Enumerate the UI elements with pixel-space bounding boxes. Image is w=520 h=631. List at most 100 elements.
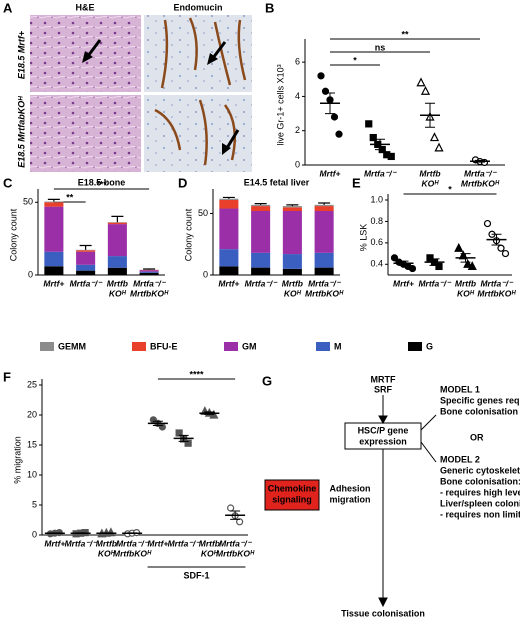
y-tick-label: 0	[32, 529, 37, 539]
data-point	[463, 258, 473, 268]
column-title: Endomucin	[174, 2, 223, 12]
data-point	[454, 242, 464, 252]
x-tick-label: MrtfbKOᴴ	[216, 548, 255, 558]
y-tick-label: 0.4	[370, 259, 383, 269]
diagram-text: Adhesion	[329, 483, 370, 493]
significance-label: **	[66, 192, 74, 202]
arrow-heads	[82, 51, 231, 155]
diagram-text: OR	[470, 432, 484, 442]
y-tick-label: 25	[27, 379, 37, 389]
significance-label: *	[353, 55, 357, 65]
bar-segment	[251, 252, 271, 268]
bar-segment	[76, 270, 96, 275]
legend-label: GM	[242, 341, 257, 351]
sem-bar	[178, 434, 189, 442]
error-bar	[254, 203, 267, 205]
bar-segment	[76, 251, 96, 265]
x-tick-label: Mrtfb	[199, 538, 220, 548]
data-point	[387, 152, 395, 161]
y-tick-label: 2	[295, 125, 300, 135]
sem-bar	[152, 420, 163, 426]
group-label: SDF-1	[183, 570, 209, 580]
sem-bar	[75, 532, 86, 534]
bar-segment	[314, 267, 334, 275]
bar-segment	[282, 268, 302, 275]
row-label: E18.5 Mrtf+	[16, 30, 26, 79]
x-tick-label: Mrtfa⁻/⁻	[168, 538, 202, 548]
x-tick-label: Mrtf+	[393, 278, 414, 288]
y-axis-label: live Gr-1+ cells X10³	[275, 64, 285, 145]
y-tick-label: 5	[32, 499, 37, 509]
diagram-text: G	[262, 373, 272, 388]
y-tick-label: 0	[203, 269, 208, 279]
bar-segment	[44, 206, 64, 252]
data-point	[434, 142, 444, 152]
data-point	[426, 254, 434, 262]
bar-segment	[44, 202, 64, 207]
bar-segment	[314, 206, 334, 211]
x-tick-label: KOᴴ	[201, 548, 219, 558]
sem-bar	[325, 92, 335, 115]
bar-segment	[107, 267, 127, 275]
error-bar	[286, 204, 299, 207]
x-tick-label: Mrtfa⁻/⁻	[116, 538, 150, 548]
legend-swatch	[132, 342, 146, 351]
diagram-text: Chemokine	[268, 483, 317, 493]
x-tick-label: MrtfbKOᴴ	[305, 288, 344, 298]
sem-bar	[230, 510, 241, 520]
bar-segment	[219, 249, 239, 267]
error-bar	[143, 268, 156, 270]
error-bar	[47, 198, 60, 202]
legend-label: M	[334, 341, 342, 351]
sem-bar	[127, 532, 138, 534]
column-title: H&E	[75, 2, 94, 12]
x-tick-label: Mrtf+	[218, 278, 239, 288]
panel-letter: D	[178, 175, 187, 190]
bar-segment	[251, 267, 271, 275]
data-point	[330, 113, 339, 121]
x-tick-label: Mrtfa⁻/⁻	[308, 278, 342, 288]
legend-swatch	[316, 342, 330, 351]
x-tick-label: MrtfbKOᴴ	[130, 288, 169, 298]
significance-label: ns	[375, 42, 386, 52]
x-tick-label: KOᴴ	[98, 548, 116, 558]
bar-segment	[219, 266, 239, 275]
data-point	[335, 130, 343, 138]
data-point	[365, 120, 373, 128]
bar-segment	[251, 206, 271, 211]
y-tick-label: 15	[27, 439, 37, 449]
sem-bar	[491, 233, 502, 246]
panel-letter: C	[3, 175, 13, 190]
data-point	[369, 133, 377, 142]
panel-letter: F	[3, 369, 11, 384]
x-tick-label: Mrtfa⁻/⁻	[245, 278, 279, 288]
x-tick-label: Mrtfb	[107, 278, 128, 288]
bar-segment	[139, 272, 159, 275]
panel-letter: B	[265, 0, 274, 15]
x-tick-label: MrtfbKOᴴ	[113, 548, 152, 558]
legend-label: BFU-E	[150, 341, 178, 351]
legend-swatch	[40, 342, 54, 351]
legend-label: G	[426, 341, 433, 351]
data-point	[429, 132, 440, 142]
y-axis-label: % migration	[12, 436, 22, 484]
significance-label: ****	[189, 369, 204, 379]
diagram-text: Specific genes required for	[440, 395, 520, 405]
diagram-text: Bone colonisation:	[440, 476, 520, 486]
image-he	[30, 95, 141, 172]
bar-segment	[282, 207, 302, 211]
diagram-text: MODEL 1	[440, 384, 480, 394]
bar-segment	[219, 199, 239, 209]
data-point	[497, 244, 505, 252]
data-point	[435, 262, 443, 271]
x-tick-label: Mrtfa⁻/⁻	[464, 168, 498, 178]
bar-segment	[44, 251, 64, 267]
x-tick-label: Mrtfa⁻/⁻	[219, 538, 253, 548]
diagram-text: migration	[329, 494, 370, 504]
legend-swatch	[408, 342, 422, 351]
x-tick-label: Mrtfa⁻/⁻	[364, 168, 398, 178]
bar-segment	[139, 270, 159, 272]
data-point	[408, 264, 417, 273]
panel-letter: E	[352, 175, 361, 190]
data-point	[227, 504, 235, 512]
